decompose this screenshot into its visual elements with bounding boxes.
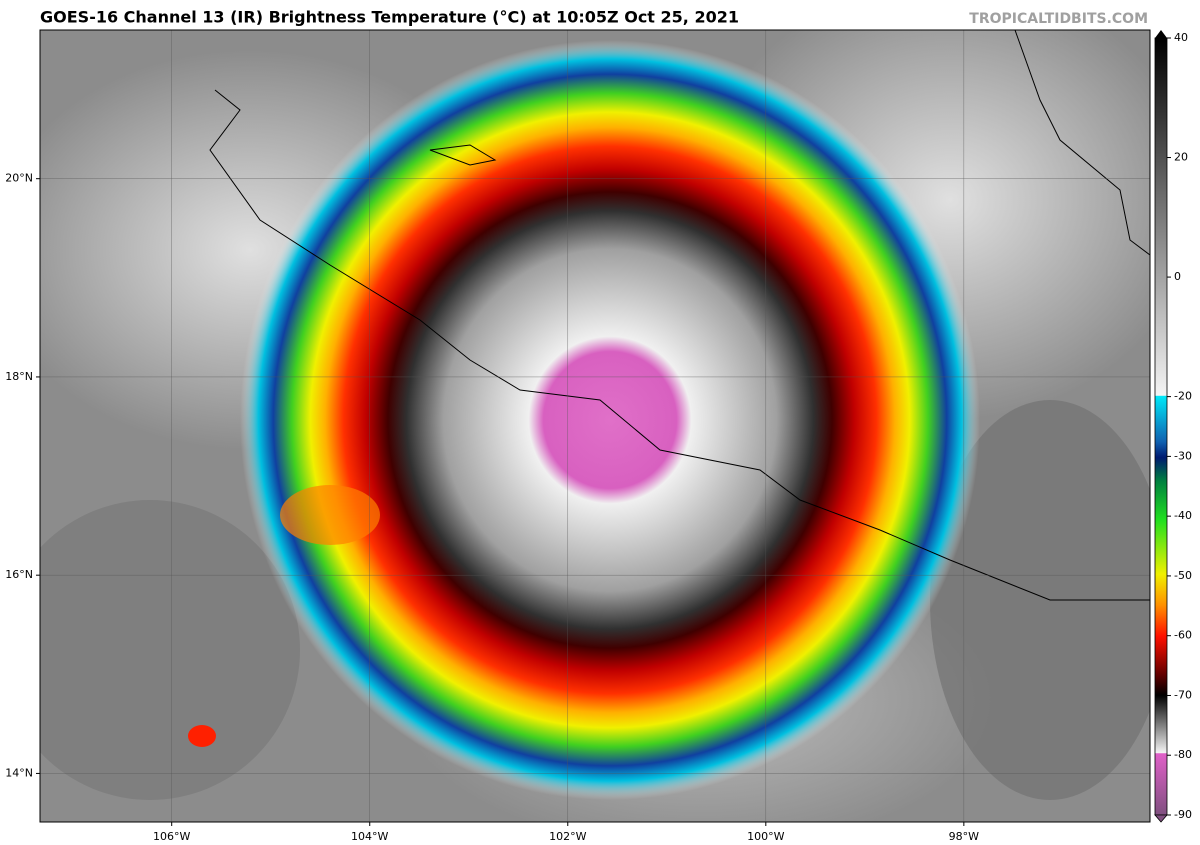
lon-label: 102°W: [549, 830, 586, 843]
colorbar-arrow: [1154, 814, 1168, 823]
lat-label: 20°N: [5, 172, 33, 185]
lat-label: 18°N: [5, 370, 33, 383]
colorbar-label: -60: [1174, 629, 1192, 642]
colorbar-label: -30: [1174, 449, 1192, 462]
colorbar: [1154, 37, 1168, 816]
colorbar-label: -90: [1174, 808, 1192, 821]
credit: TROPICALTIDBITS.COM: [969, 11, 1148, 27]
title: GOES-16 Channel 13 (IR) Brightness Tempe…: [40, 8, 739, 27]
lon-label: 100°W: [747, 830, 784, 843]
colorbar-label: 20: [1174, 151, 1188, 164]
lon-label: 104°W: [351, 830, 388, 843]
colorbar-arrow: [1155, 30, 1167, 38]
colorbar-label: 40: [1174, 31, 1188, 44]
colorbar-label: 0: [1174, 270, 1181, 283]
colorbar-label: -70: [1174, 688, 1192, 701]
lat-label: 16°N: [5, 568, 33, 581]
colorbar-label: -80: [1174, 748, 1192, 761]
colorbar-label: -40: [1174, 509, 1192, 522]
graticule: [40, 30, 1150, 822]
lat-label: 14°N: [5, 766, 33, 779]
lon-label: 98°W: [949, 830, 979, 843]
lon-label: 106°W: [153, 830, 190, 843]
map-frame: [39, 29, 1151, 823]
colorbar-label: -50: [1174, 569, 1192, 582]
colorbar-label: -20: [1174, 390, 1192, 403]
